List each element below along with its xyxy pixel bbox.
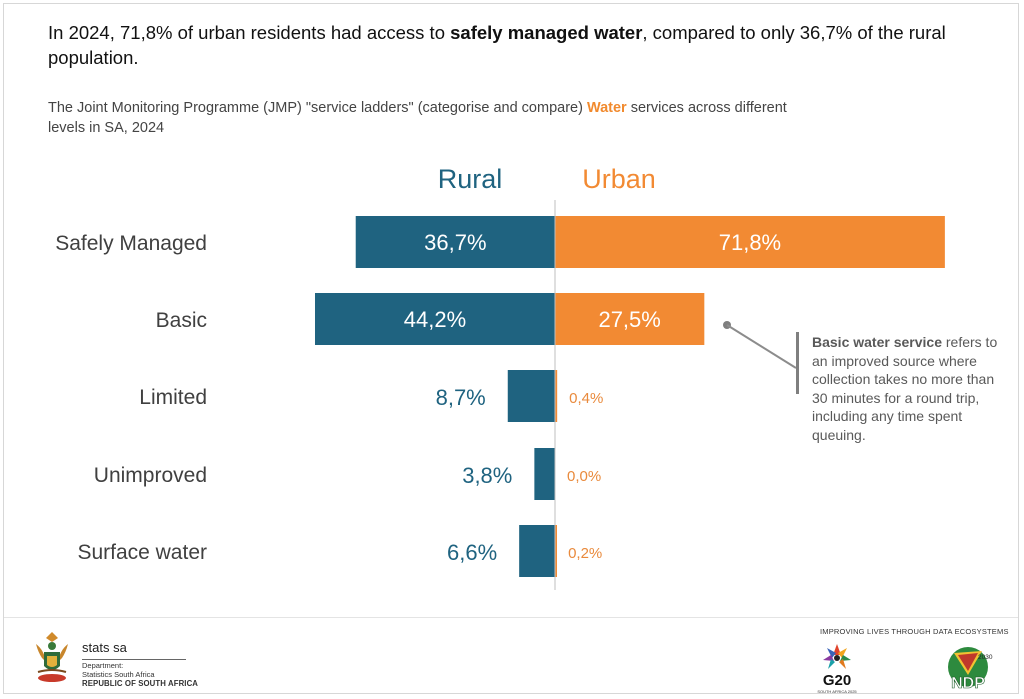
label-rural: 3,8% bbox=[462, 463, 512, 488]
category-label: Unimproved bbox=[94, 464, 207, 487]
g20-logo-icon: G20 SOUTH AFRICA 2025 bbox=[817, 644, 857, 694]
subtitle-post: services across different levels in SA, … bbox=[48, 100, 787, 136]
bar-urban bbox=[555, 216, 945, 268]
dept-line3: REPUBLIC OF SOUTH AFRICA bbox=[82, 679, 199, 688]
chart-frame bbox=[3, 3, 1019, 694]
label-rural: 44,2% bbox=[404, 307, 466, 332]
label-urban: 0,4% bbox=[569, 390, 603, 407]
footer-divider bbox=[4, 617, 1018, 618]
subtitle-highlight: Water bbox=[586, 100, 627, 116]
dept-line1: Department: bbox=[82, 661, 124, 670]
label-urban: 27,5% bbox=[598, 307, 660, 332]
label-urban: 0,2% bbox=[568, 545, 602, 562]
headline-pre: In 2024, 71,8% of urban residents had ac… bbox=[48, 22, 451, 43]
footer-tagline: IMPROVING LIVES THROUGH DATA ECOSYSTEMS bbox=[820, 627, 1009, 636]
note-text: Basic water service refers to an improve… bbox=[812, 333, 1012, 444]
label-rural: 6,6% bbox=[447, 540, 497, 565]
headline: In 2024, 71,8% of urban residents had ac… bbox=[48, 20, 988, 70]
bar-rural bbox=[355, 216, 555, 268]
bar-urban bbox=[555, 370, 558, 422]
ndp-text: NDP bbox=[951, 675, 985, 692]
label-urban: 71,8% bbox=[719, 230, 781, 255]
bar-urban bbox=[555, 525, 557, 577]
ndp-year: 2030 bbox=[978, 654, 993, 661]
g20-text: G20 bbox=[823, 672, 851, 689]
legend-rural: Rural bbox=[438, 164, 503, 194]
category-label: Safely Managed bbox=[55, 232, 207, 255]
bar-rural bbox=[507, 370, 555, 422]
subtitle: The Joint Monitoring Programme (JMP) "se… bbox=[48, 98, 808, 138]
dept-line2: Statistics South Africa bbox=[82, 670, 155, 679]
legend-urban: Urban bbox=[582, 164, 656, 194]
diverging-bar-chart: Rural Urban Safely Managed 36,7% 71,8% Basic 4… bbox=[55, 164, 945, 590]
bar-rural bbox=[314, 293, 555, 345]
headline-post: , compared to only 36,7% of the rural po… bbox=[48, 22, 946, 68]
annotation-line bbox=[726, 324, 797, 369]
bar-rural bbox=[534, 448, 555, 500]
label-urban: 0,0% bbox=[567, 468, 601, 485]
note-bold: Basic water service bbox=[812, 334, 942, 350]
department-block: Department: Statistics South Africa REPU… bbox=[82, 659, 198, 688]
coat-of-arms-icon bbox=[36, 632, 68, 682]
headline-bold: safely managed water bbox=[450, 22, 643, 43]
bar-rural bbox=[519, 525, 555, 577]
ndp-logo-icon: 2030 NDP bbox=[948, 647, 993, 692]
subtitle-pre: The Joint Monitoring Programme (JMP) "se… bbox=[48, 100, 587, 116]
note-rest: refers to an improved source where colle… bbox=[812, 334, 998, 443]
g20-sub: SOUTH AFRICA 2025 bbox=[817, 689, 857, 694]
category-label: Surface water bbox=[77, 541, 207, 564]
note-bracket bbox=[796, 332, 1009, 394]
category-label: Basic bbox=[156, 309, 207, 332]
label-rural: 36,7% bbox=[424, 230, 486, 255]
stats-sa-brand: stats sa bbox=[82, 640, 127, 655]
category-label: Limited bbox=[139, 386, 207, 409]
bar-urban bbox=[555, 293, 705, 345]
label-rural: 8,7% bbox=[436, 385, 486, 410]
